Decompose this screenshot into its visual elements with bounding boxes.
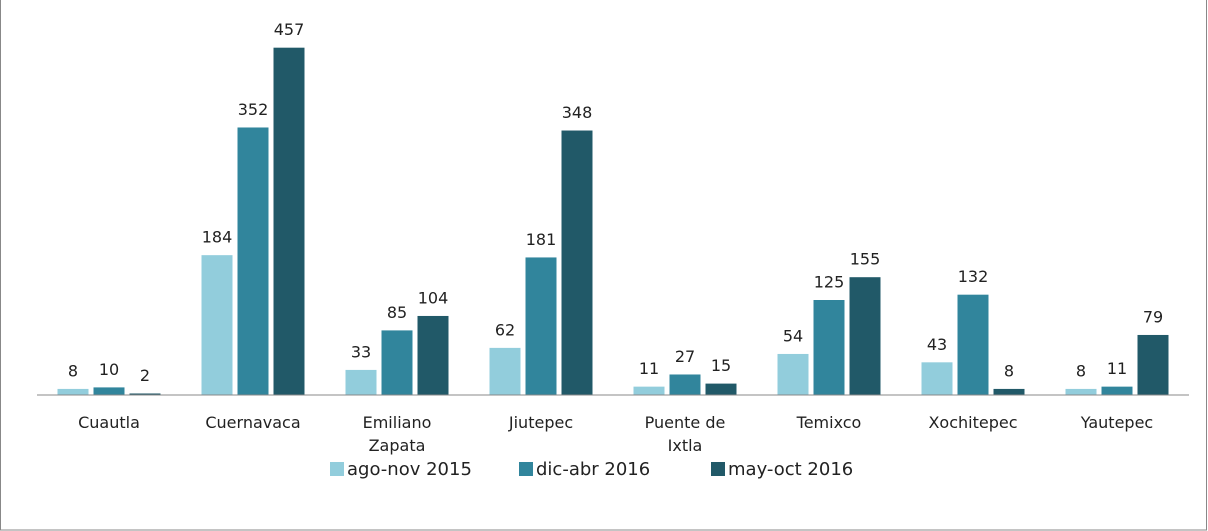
bar — [813, 300, 845, 395]
bar — [669, 374, 701, 395]
data-label: 15 — [711, 356, 731, 375]
data-label: 33 — [351, 342, 371, 361]
data-label: 348 — [562, 103, 593, 122]
bar — [993, 388, 1025, 395]
bar — [633, 386, 665, 395]
bar — [561, 130, 593, 395]
bar — [705, 383, 737, 395]
data-label: 11 — [1107, 359, 1127, 378]
legend-swatch — [711, 462, 725, 476]
data-label: 184 — [202, 228, 233, 247]
data-label: 2 — [140, 366, 150, 385]
x-tick-label: Xochitepec — [928, 413, 1018, 432]
data-label: 104 — [418, 288, 449, 307]
x-tick-label: Cuernavaca — [205, 413, 301, 432]
data-label: 8 — [68, 361, 78, 380]
data-label: 155 — [850, 250, 881, 269]
x-tick-label: Emiliano Zapata — [362, 413, 432, 455]
bar — [57, 388, 89, 395]
bar — [489, 347, 521, 395]
bar — [777, 353, 809, 395]
bar — [273, 47, 305, 396]
legend-label: dic-abr 2016 — [536, 459, 650, 480]
data-label: 43 — [927, 335, 947, 354]
data-label: 132 — [958, 267, 989, 286]
bar — [93, 387, 125, 395]
x-tick-label: Yautepec — [1080, 413, 1154, 432]
x-tick-label: Temixco — [796, 413, 862, 432]
data-label: 457 — [274, 20, 305, 39]
legend-swatch — [330, 462, 344, 476]
data-label: 10 — [99, 360, 119, 379]
data-label: 8 — [1076, 361, 1086, 380]
bar — [381, 330, 413, 395]
data-label: 352 — [238, 100, 269, 119]
legend-swatch — [519, 462, 533, 476]
data-label: 125 — [814, 273, 845, 292]
bar — [1137, 334, 1169, 395]
bar — [417, 315, 449, 395]
data-label: 85 — [387, 303, 407, 322]
legend-label: ago-nov 2015 — [347, 459, 472, 480]
bar — [237, 127, 269, 395]
data-label: 62 — [495, 320, 515, 339]
legend-label: may-oct 2016 — [728, 459, 853, 480]
data-label: 54 — [783, 326, 803, 345]
bar — [1065, 388, 1097, 395]
bar — [525, 257, 557, 395]
x-tick-label: Puente de Ixtla — [644, 413, 726, 455]
data-label: 11 — [639, 359, 659, 378]
bar — [345, 369, 377, 395]
bar — [1101, 386, 1133, 395]
bar — [921, 362, 953, 395]
data-label: 27 — [675, 347, 695, 366]
x-tick-label: Jiutepec — [508, 413, 574, 432]
bar — [849, 277, 881, 395]
data-label: 79 — [1143, 307, 1163, 326]
x-tick-label: Cuautla — [78, 413, 140, 432]
bar — [201, 255, 233, 395]
data-label: 8 — [1004, 361, 1014, 380]
data-label: 181 — [526, 230, 557, 249]
bar — [129, 393, 161, 395]
bar — [957, 294, 989, 395]
